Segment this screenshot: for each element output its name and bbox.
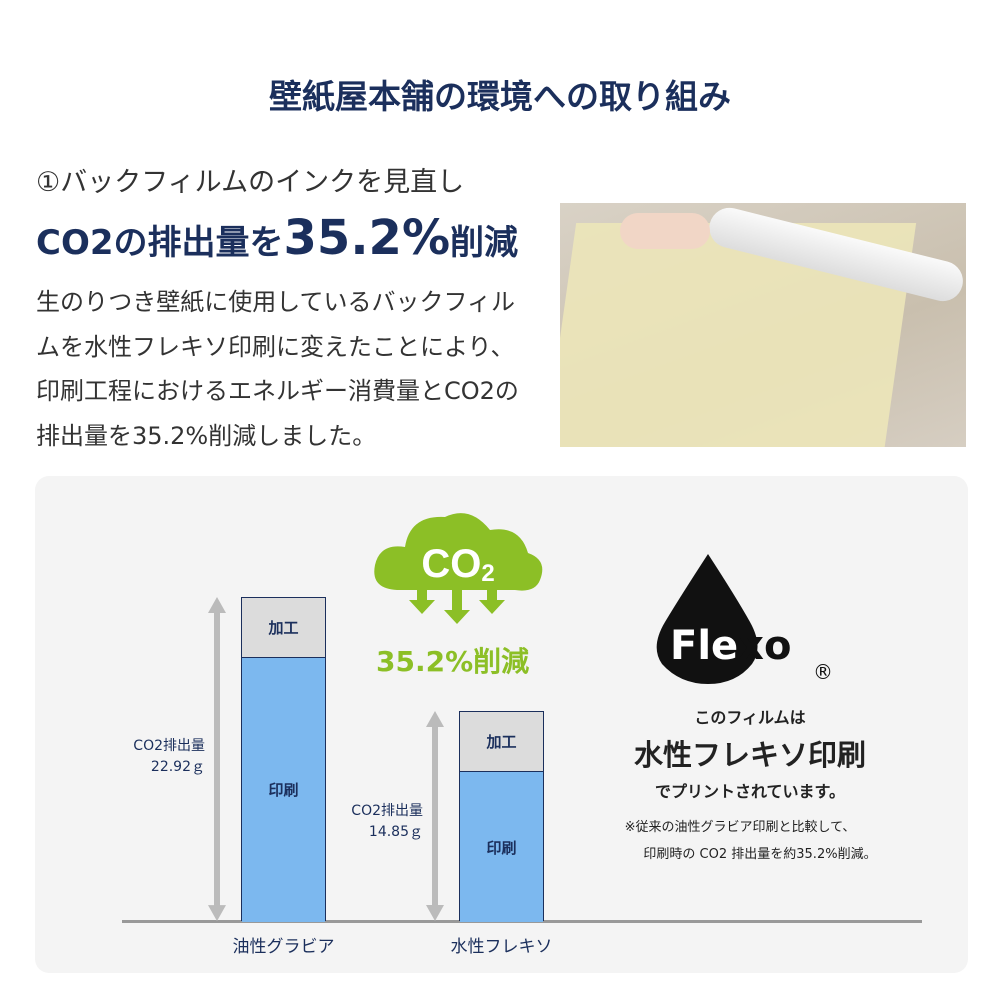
flexo-logo-text: Flexo bbox=[670, 623, 791, 669]
bar-segment-processing: 加工 bbox=[460, 712, 543, 773]
reduction-label: 35.2%削減 bbox=[376, 645, 530, 678]
flexo-line3: でプリントされています。 bbox=[655, 782, 845, 801]
total-label: CO2排出量 22.92ｇ bbox=[133, 738, 205, 776]
flexo-line2: 水性フレキソ印刷 bbox=[633, 738, 866, 772]
category-label: 水性フレキソ bbox=[450, 937, 553, 957]
bar-segment-printing: 印刷 bbox=[460, 772, 543, 922]
bar-stack: 加工 印刷 bbox=[459, 711, 544, 922]
page-title: 壁紙屋本舗の環境への取り組み bbox=[269, 77, 731, 116]
co2-cloud-icon: CO2 bbox=[374, 513, 543, 624]
body-text: 生のりつき壁紙に使用しているバックフィルムを水性フレキソ印刷に変えたことにより、… bbox=[36, 288, 519, 450]
flexo-note1: ※従来の油性グラビア印刷と比較して、 bbox=[624, 820, 856, 835]
headline-value: 35.2% bbox=[283, 210, 451, 266]
flexo-note2: 印刷時の CO2 排出量を約35.2%削減。 bbox=[643, 847, 877, 862]
headline: CO2の排出量を35.2%削減 bbox=[36, 210, 518, 266]
flexo-line1: このフィルムは bbox=[694, 708, 806, 727]
total-arrow-icon bbox=[426, 711, 444, 921]
headline-post: 削減 bbox=[450, 223, 519, 263]
bar-segment-printing: 印刷 bbox=[242, 657, 325, 922]
total-label: CO2排出量 14.85ｇ bbox=[351, 803, 423, 841]
flexo-logo: Flexo ® bbox=[656, 554, 833, 684]
registered-mark: ® bbox=[813, 660, 833, 684]
category-label: 油性グラビア bbox=[232, 937, 335, 957]
headline-pre: CO2の排出量を bbox=[36, 223, 284, 263]
product-photo bbox=[560, 203, 966, 447]
section-subtitle: ①バックフィルムのインクを見直し bbox=[36, 167, 465, 198]
total-arrow-icon bbox=[208, 596, 226, 921]
bar-segment-processing: 加工 bbox=[242, 597, 325, 658]
hand bbox=[620, 213, 710, 249]
bar-stack: 加工 印刷 bbox=[241, 596, 326, 922]
